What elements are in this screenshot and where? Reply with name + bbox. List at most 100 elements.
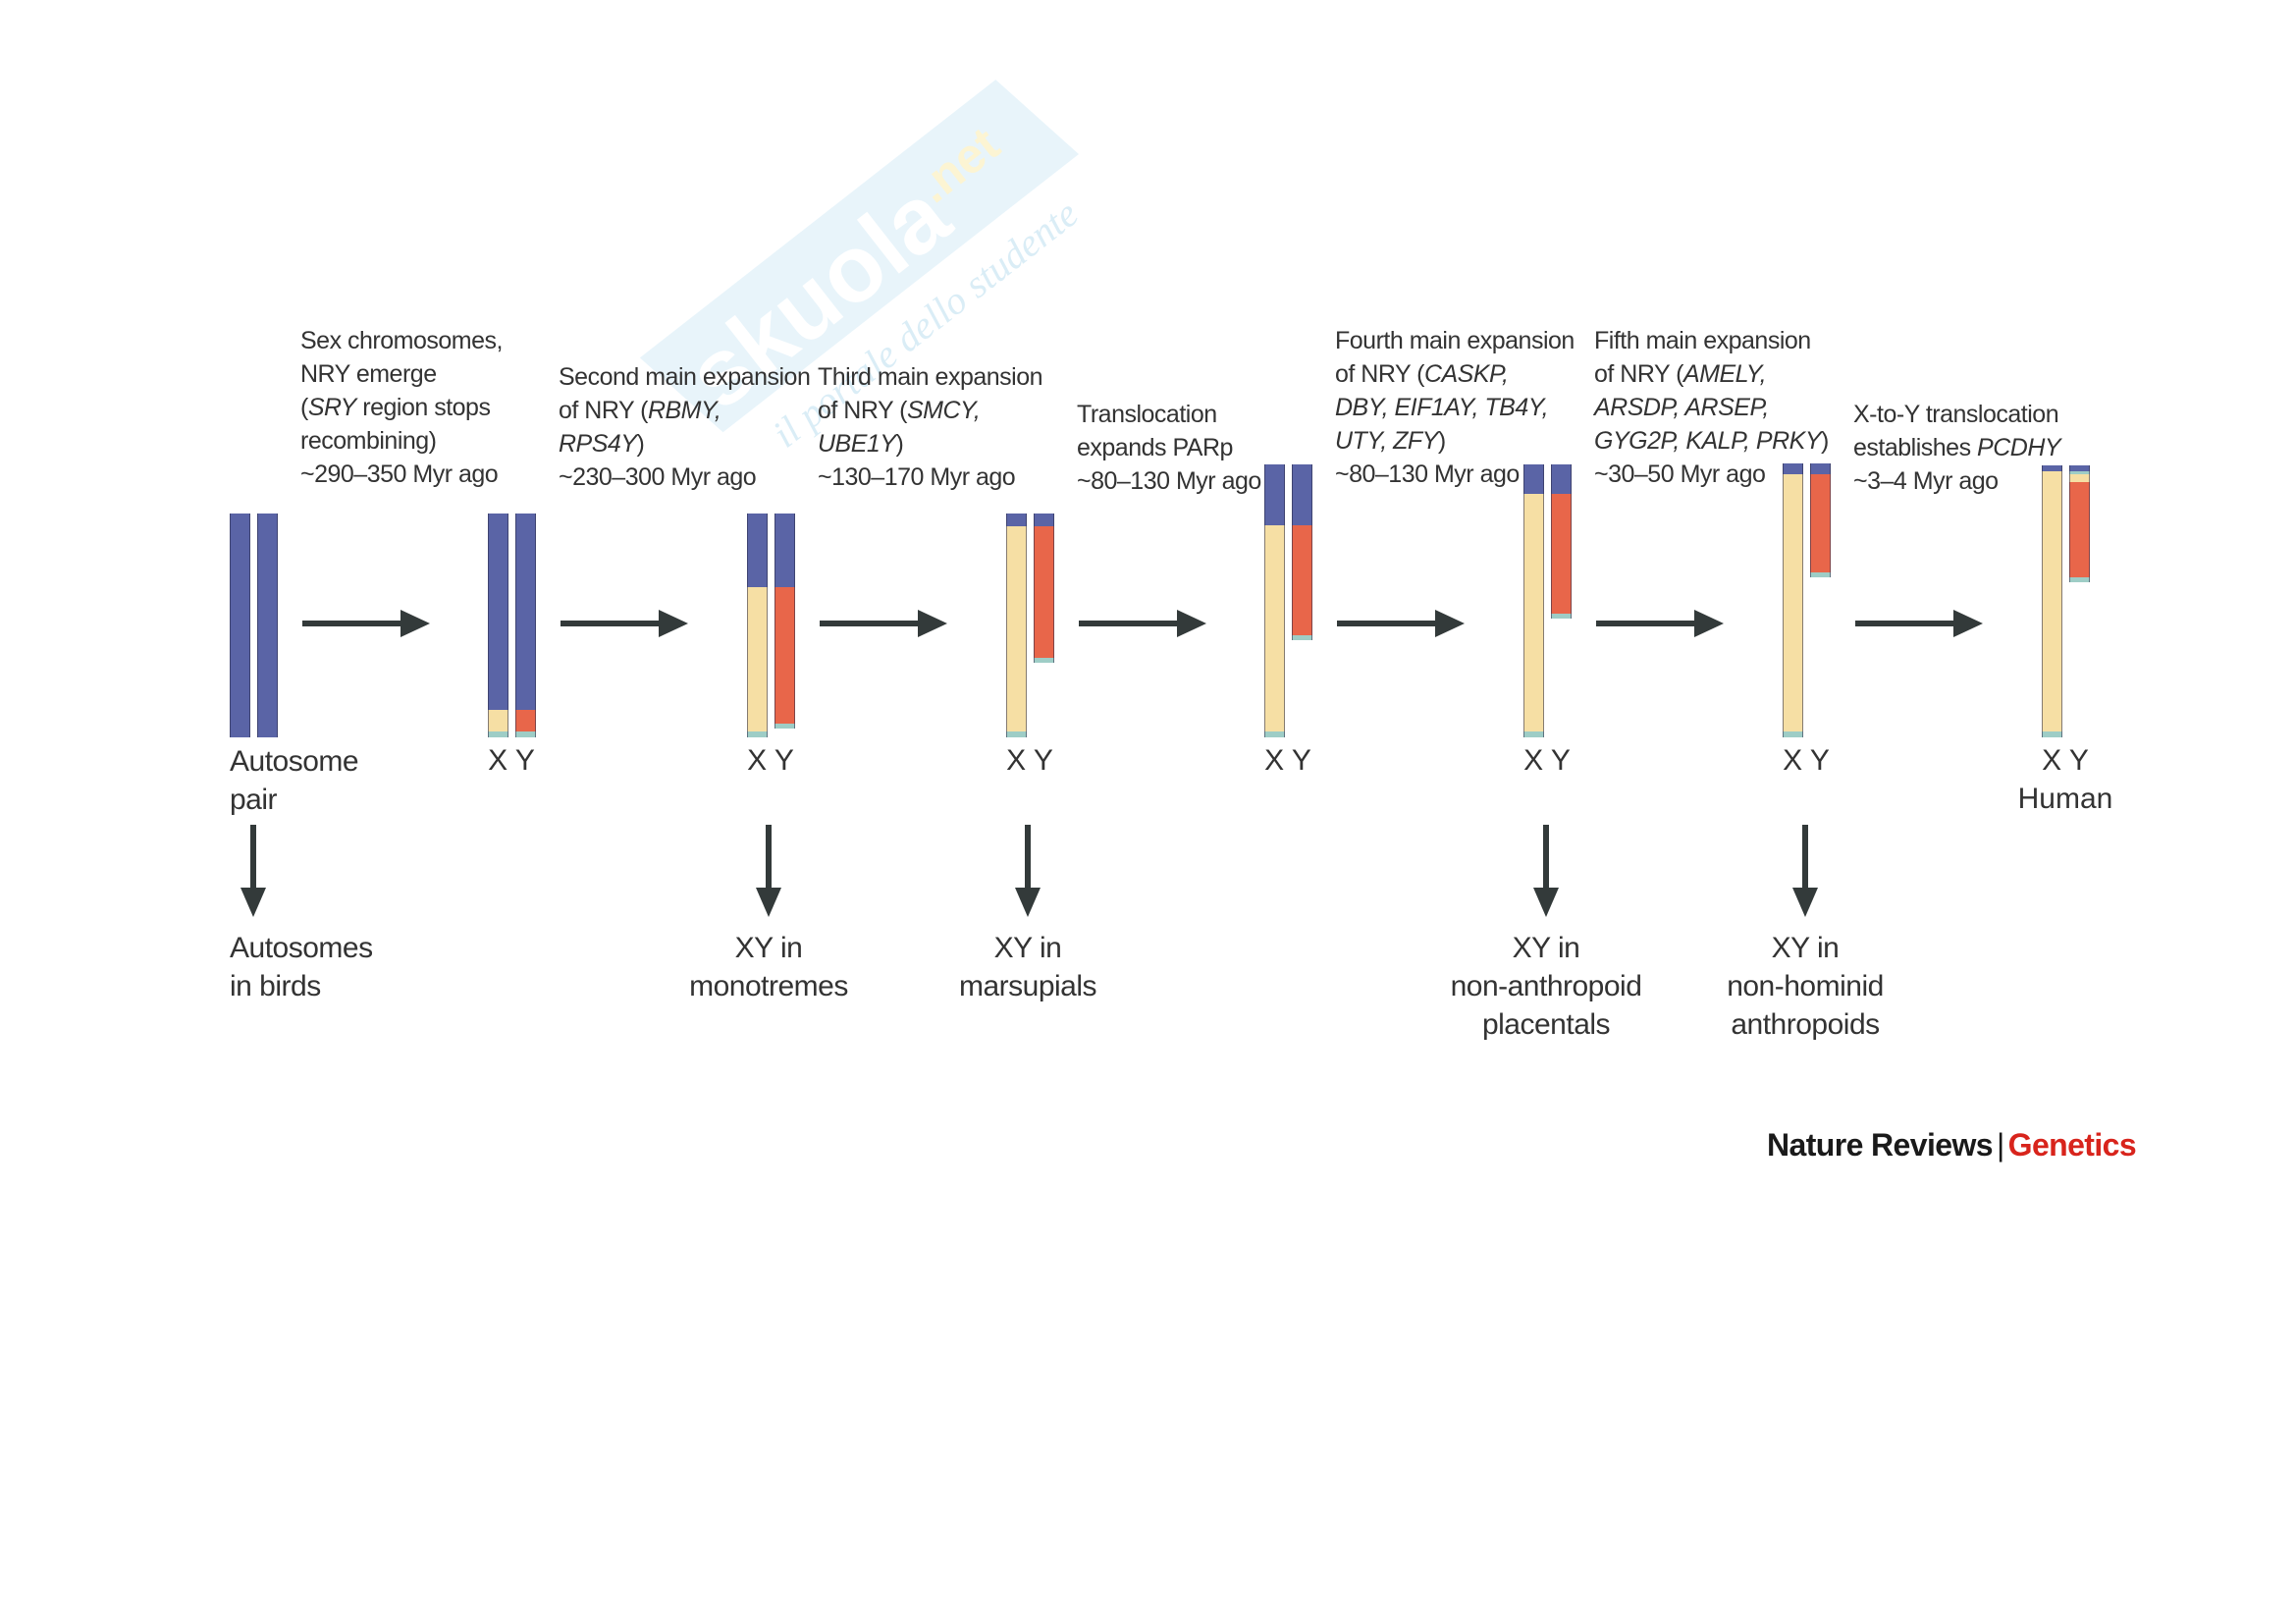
heading-text: ~3–4 Myr ago [1853, 467, 1999, 495]
y-chromosome-segment-blue [1810, 463, 1831, 474]
down-arrow [1792, 825, 1818, 917]
y-chromosome-segment-blue [2069, 465, 2090, 471]
down-arrow [1533, 825, 1559, 917]
x-chromosome-segment-teal [488, 731, 508, 737]
x-chromosome-segment-teal [1523, 731, 1544, 737]
heading-line: (SRY region stops [300, 391, 503, 424]
heading-text: ARSDP, ARSEP, [1594, 394, 1769, 421]
heading-line: NRY emerge [300, 357, 503, 391]
journal-section: Genetics [2007, 1127, 2137, 1163]
heading-line: of NRY (RBMY, [559, 394, 810, 427]
stage-heading-s5: Fourth main expansion of NRY (CASKP, DBY, … [1335, 324, 1575, 491]
heading-text: ) [1821, 427, 1829, 455]
heading-text: GYG2P, KALP, PRKY [1594, 427, 1822, 455]
heading-line: UBE1Y) [818, 427, 1042, 460]
progression-arrow [820, 610, 947, 637]
y-chromosome-segment-teal [2069, 577, 2090, 582]
heading-line: of NRY (AMELY, [1594, 357, 1829, 391]
xy-label: X Y [2042, 744, 2089, 777]
heading-text: RPS4Y [559, 430, 637, 458]
stage-heading-s6: Fifth main expansion of NRY (AMELY, ARSDP,… [1594, 324, 1829, 491]
y-chromosome-segment-blue [1292, 464, 1312, 525]
watermark-tld-text: .net [907, 116, 1010, 213]
journal-name: Nature Reviews [1767, 1127, 1994, 1163]
heading-text: of NRY ( [1594, 360, 1683, 388]
outcome-line: XY in [993, 932, 1062, 964]
heading-line: of NRY (SMCY, [818, 394, 1042, 427]
outcome-line: XY in [1771, 932, 1840, 964]
heading-text: expands PARp [1077, 434, 1233, 461]
x-chromosome-segment-yellow [1006, 526, 1027, 731]
down-arrow [240, 825, 266, 917]
credit-separator: | [1996, 1127, 2004, 1163]
x-chromosome-segment-teal [1264, 731, 1285, 737]
heading-text: CASKP, [1423, 360, 1509, 388]
heading-line: Fourth main expansion [1335, 324, 1575, 357]
autosome-pair-label: Autosome [230, 745, 359, 778]
heading-line: ~230–300 Myr ago [559, 460, 810, 494]
heading-text: ( [300, 394, 308, 421]
heading-text: NRY emerge [300, 360, 437, 388]
autosome-1-segment-blue [230, 514, 250, 737]
heading-line: establishes PCDHY [1853, 431, 2061, 464]
x-chromosome-segment-yellow [1783, 474, 1803, 731]
heading-line: ~30–50 Myr ago [1594, 458, 1829, 491]
heading-line: expands PARp [1077, 431, 1261, 464]
outcome-line: anthropoids [1731, 1008, 1880, 1041]
xy-label: X Y [488, 744, 535, 777]
heading-text: PCDHY [1977, 434, 2061, 461]
x-chromosome-segment-yellow [1264, 525, 1285, 731]
y-chromosome-segment-red [1810, 474, 1831, 572]
y-chromosome-segment-teal [2069, 471, 2090, 474]
down-arrow [756, 825, 781, 917]
heading-text: X-to-Y translocation [1853, 401, 2059, 428]
stage-heading-s4: Translocation expands PARp ~80–130 Myr ago [1077, 398, 1261, 498]
y-chromosome-segment-red [1292, 525, 1312, 635]
heading-text: of NRY ( [559, 397, 648, 424]
outcome-line: in birds [230, 970, 321, 1002]
heading-line: X-to-Y translocation [1853, 398, 2060, 431]
outcome-s0: Autosomes in birds [230, 929, 373, 1005]
x-chromosome-segment-blue [1264, 464, 1285, 525]
heading-text: ) [1437, 427, 1446, 455]
heading-line: ~80–130 Myr ago [1077, 464, 1261, 498]
heading-line: ~290–350 Myr ago [300, 458, 503, 491]
y-chromosome-segment-teal [1292, 635, 1312, 640]
stage-heading-s2: Second main expansion of NRY (RBMY, RPS4Y)… [559, 360, 811, 494]
outcome-s3: XY in marsupials [900, 929, 1155, 1005]
y-chromosome-segment-teal [774, 724, 795, 729]
xy-label: X Y [1523, 744, 1571, 777]
species-label: Human [2017, 783, 2113, 815]
progression-arrow [1596, 610, 1724, 637]
y-chromosome-segment-red [1551, 494, 1572, 614]
heading-text: UTY, ZFY [1335, 427, 1438, 455]
heading-text: RBMY, [647, 397, 721, 424]
heading-text: Sex chromosomes, [300, 327, 503, 354]
heading-text: AMELY, [1682, 360, 1767, 388]
heading-text: Fourth main expansion [1335, 327, 1575, 354]
heading-text: region stops [355, 394, 491, 421]
heading-text: SMCY, [906, 397, 981, 424]
journal-credit: Nature Reviews | Genetics [1767, 1127, 2137, 1163]
xy-label: X Y [1264, 744, 1311, 777]
outcome-line: Autosomes [230, 932, 373, 964]
y-chromosome-segment-teal [515, 731, 536, 737]
heading-line: Third main expansion [818, 360, 1043, 394]
stage-heading-s3: Third main expansion of NRY (SMCY, UBE1Y) ~… [818, 360, 1043, 494]
outcome-line: XY in [1512, 932, 1580, 964]
x-chromosome-segment-blue [2042, 465, 2062, 471]
heading-text: Fifth main expansion [1594, 327, 1811, 354]
heading-line: Fifth main expansion [1594, 324, 1829, 357]
xy-label: X Y [747, 744, 794, 777]
heading-text: ~230–300 Myr ago [559, 463, 757, 491]
heading-text: Second main expansion [559, 363, 811, 391]
x-chromosome-segment-teal [2042, 731, 2062, 737]
outcome-line: marsupials [958, 970, 1097, 1002]
heading-line: UTY, ZFY) [1335, 424, 1575, 458]
autosome-pair-label: pair [230, 784, 278, 816]
xy-label: X Y [1783, 744, 1830, 777]
y-chromosome-segment-red [1034, 526, 1054, 658]
y-chromosome-segment-blue [774, 514, 795, 587]
x-chromosome-segment-blue [488, 514, 508, 710]
x-chromosome-segment-blue [1006, 514, 1027, 526]
